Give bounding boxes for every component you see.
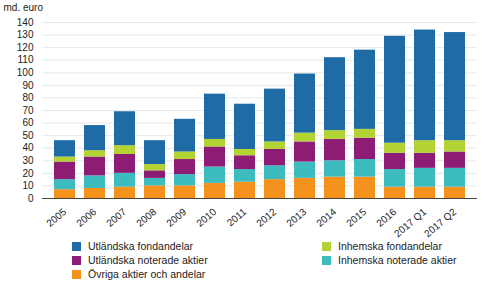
svg-text:50: 50: [22, 130, 34, 141]
html-text:Övriga aktier och andelar: Övriga aktier och andelar: [88, 268, 206, 280]
svg-text:110: 110: [18, 54, 34, 65]
svg-text:2014: 2014: [314, 206, 338, 229]
svg-text:0: 0: [28, 193, 34, 204]
svg-text:30: 30: [22, 155, 34, 166]
svg-text:70: 70: [22, 105, 34, 116]
svg-text:2012: 2012: [254, 206, 278, 229]
svg-text:2016: 2016: [374, 206, 398, 229]
svg-text:2017 Q1: 2017 Q1: [392, 206, 429, 239]
svg-text:2005: 2005: [44, 206, 68, 229]
svg-text:100: 100: [17, 67, 34, 78]
html-text:Inhemska fondandelar: Inhemska fondandelar: [338, 240, 442, 252]
html-text:Utländska fondandelar: Utländska fondandelar: [88, 240, 194, 252]
html-text:Utländska noterade aktier: Utländska noterade aktier: [88, 254, 208, 266]
svg-text:2011: 2011: [225, 206, 249, 229]
html-text:Inhemska noterade aktier: Inhemska noterade aktier: [338, 254, 457, 266]
svg-text:2006: 2006: [74, 206, 98, 229]
svg-text:2015: 2015: [344, 206, 368, 229]
svg-text:90: 90: [22, 80, 34, 91]
svg-text:2017 Q2: 2017 Q2: [422, 206, 459, 239]
svg-text:130: 130: [17, 29, 34, 40]
svg-text:2007: 2007: [104, 206, 128, 229]
svg-text:2009: 2009: [164, 206, 188, 229]
svg-text:md. euro: md. euro: [4, 2, 44, 13]
svg-text:2008: 2008: [134, 206, 158, 229]
svg-text:80: 80: [22, 92, 34, 103]
svg-text:20: 20: [22, 168, 34, 179]
svg-text:2013: 2013: [284, 206, 308, 229]
svg-text:60: 60: [22, 117, 34, 128]
svg-text:140: 140: [17, 17, 34, 28]
svg-text:40: 40: [22, 142, 34, 153]
svg-text:120: 120: [17, 42, 34, 53]
svg-text:2010: 2010: [194, 206, 218, 229]
svg-text:10: 10: [22, 180, 34, 191]
